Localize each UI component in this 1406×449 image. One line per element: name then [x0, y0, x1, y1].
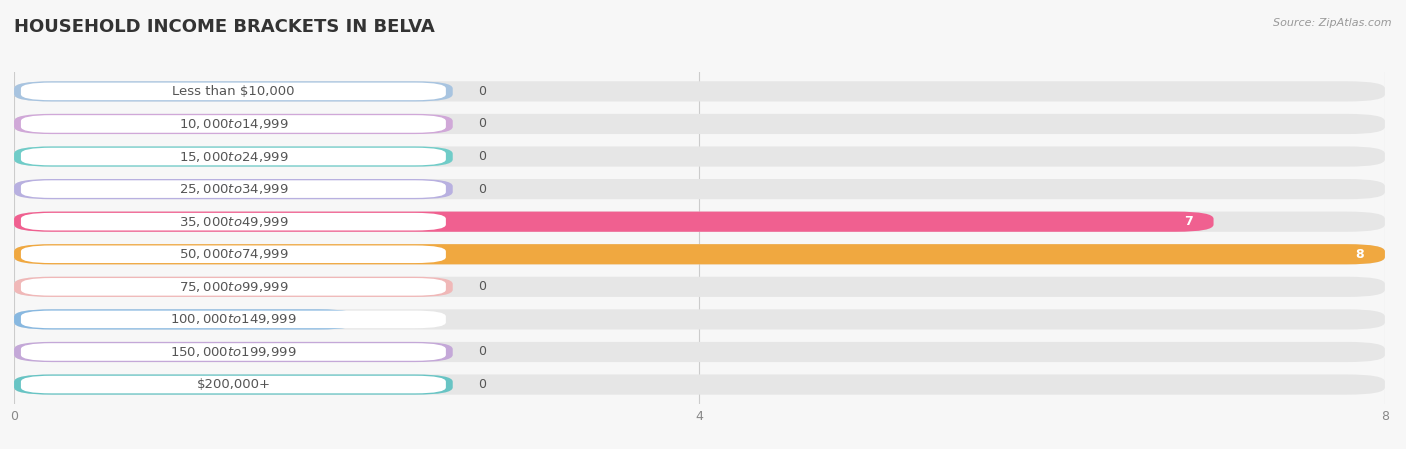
FancyBboxPatch shape: [14, 277, 453, 297]
FancyBboxPatch shape: [21, 148, 446, 165]
Text: 0: 0: [478, 378, 486, 391]
Text: 8: 8: [1355, 248, 1364, 261]
FancyBboxPatch shape: [21, 180, 446, 198]
FancyBboxPatch shape: [14, 179, 453, 199]
Text: $15,000 to $24,999: $15,000 to $24,999: [179, 150, 288, 163]
Text: $100,000 to $149,999: $100,000 to $149,999: [170, 313, 297, 326]
FancyBboxPatch shape: [14, 374, 1385, 395]
FancyBboxPatch shape: [14, 309, 1385, 330]
FancyBboxPatch shape: [21, 213, 446, 230]
Text: $10,000 to $14,999: $10,000 to $14,999: [179, 117, 288, 131]
FancyBboxPatch shape: [14, 309, 357, 330]
FancyBboxPatch shape: [21, 376, 446, 393]
FancyBboxPatch shape: [21, 343, 446, 361]
Text: $35,000 to $49,999: $35,000 to $49,999: [179, 215, 288, 229]
FancyBboxPatch shape: [14, 211, 1385, 232]
FancyBboxPatch shape: [14, 277, 1385, 297]
Text: 0: 0: [478, 345, 486, 358]
FancyBboxPatch shape: [14, 146, 1385, 167]
FancyBboxPatch shape: [14, 374, 453, 395]
FancyBboxPatch shape: [21, 246, 446, 263]
Text: HOUSEHOLD INCOME BRACKETS IN BELVA: HOUSEHOLD INCOME BRACKETS IN BELVA: [14, 18, 434, 36]
FancyBboxPatch shape: [14, 114, 1385, 134]
Text: 0: 0: [478, 118, 486, 131]
Text: $200,000+: $200,000+: [197, 378, 270, 391]
Text: 0: 0: [478, 280, 486, 293]
FancyBboxPatch shape: [14, 342, 453, 362]
Text: 0: 0: [478, 150, 486, 163]
FancyBboxPatch shape: [14, 179, 1385, 199]
FancyBboxPatch shape: [14, 342, 1385, 362]
Text: $75,000 to $99,999: $75,000 to $99,999: [179, 280, 288, 294]
FancyBboxPatch shape: [14, 81, 453, 101]
Text: 0: 0: [478, 183, 486, 196]
FancyBboxPatch shape: [21, 311, 446, 328]
Text: $150,000 to $199,999: $150,000 to $199,999: [170, 345, 297, 359]
Text: 7: 7: [1184, 215, 1192, 228]
Text: Source: ZipAtlas.com: Source: ZipAtlas.com: [1274, 18, 1392, 28]
Text: 0: 0: [478, 85, 486, 98]
Text: Less than $10,000: Less than $10,000: [172, 85, 295, 98]
Text: $25,000 to $34,999: $25,000 to $34,999: [179, 182, 288, 196]
FancyBboxPatch shape: [21, 115, 446, 133]
FancyBboxPatch shape: [14, 146, 453, 167]
FancyBboxPatch shape: [14, 244, 1385, 264]
FancyBboxPatch shape: [21, 83, 446, 100]
Text: 2: 2: [328, 313, 336, 326]
FancyBboxPatch shape: [14, 244, 1385, 264]
Text: $50,000 to $74,999: $50,000 to $74,999: [179, 247, 288, 261]
FancyBboxPatch shape: [21, 278, 446, 295]
FancyBboxPatch shape: [14, 114, 453, 134]
FancyBboxPatch shape: [14, 81, 1385, 101]
FancyBboxPatch shape: [14, 211, 1213, 232]
